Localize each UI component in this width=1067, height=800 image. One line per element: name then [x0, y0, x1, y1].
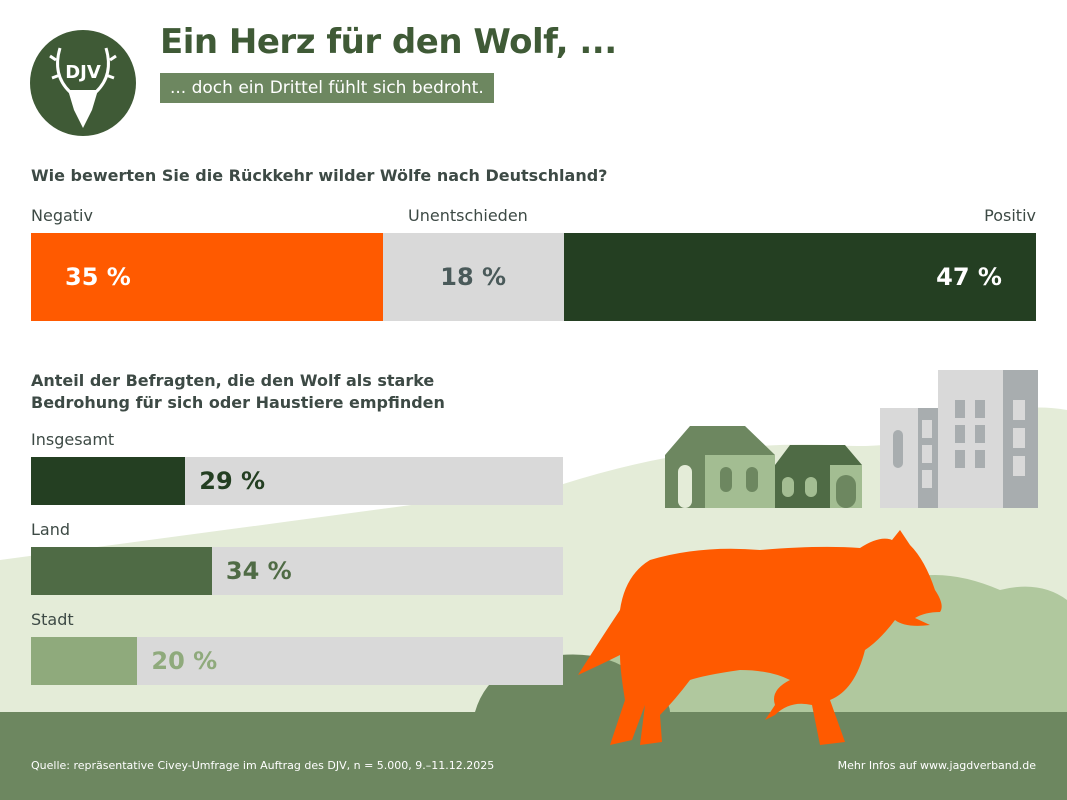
bar-segment-positiv: 47 % — [563, 233, 1036, 321]
category-label-insgesamt: Insgesamt — [31, 430, 115, 449]
houses-icon — [665, 426, 862, 508]
label-unentschieden: Unentschieden — [408, 206, 528, 225]
category-label-stadt: Stadt — [31, 610, 74, 629]
bar-land — [31, 547, 212, 595]
chart2-title-line2: Bedrohung für sich oder Haustiere empfin… — [31, 393, 445, 412]
wolf-silhouette — [578, 530, 942, 745]
chart2-title-line1: Anteil der Befragten, die den Wolf als s… — [31, 371, 435, 390]
bar-stadt — [31, 637, 138, 685]
bar-insgesamt — [31, 457, 186, 505]
category-label-land: Land — [31, 520, 71, 539]
value-label-negativ: 35 % — [65, 263, 131, 291]
chart2-title: Anteil der Befragten, die den Wolf als s… — [31, 370, 445, 414]
value-label-unentschieden: 18 % — [440, 263, 507, 291]
more-info-link[interactable]: Mehr Infos auf www.jagdverband.de — [837, 759, 1036, 772]
bar-track-stadt: 20 % — [31, 637, 563, 685]
djv-logo: DJV — [30, 30, 136, 136]
value-label-insgesamt: 29 % — [199, 467, 266, 495]
svg-text:DJV: DJV — [65, 62, 101, 83]
bar-track-insgesamt: 29 % — [31, 457, 563, 505]
source-note: Quelle: repräsentative Civey-Umfrage im … — [31, 759, 495, 772]
bar-track-land: 34 % — [31, 547, 563, 595]
bar-segment-negativ: 35 % — [31, 233, 383, 321]
city-buildings-icon — [880, 370, 1038, 508]
label-negativ: Negativ — [31, 206, 93, 225]
bar-segment-unentschieden: 18 % — [382, 233, 564, 321]
chart1-title: Wie bewerten Sie die Rückkehr wilder Wöl… — [31, 166, 608, 185]
label-positiv: Positiv — [984, 206, 1036, 225]
page-subtitle: ... doch ein Drittel fühlt sich bedroht. — [160, 73, 494, 103]
value-label-land: 34 % — [225, 557, 292, 585]
page-title: Ein Herz für den Wolf, ... — [160, 22, 617, 62]
value-label-positiv: 47 % — [936, 263, 1002, 291]
value-label-stadt: 20 % — [151, 647, 218, 675]
